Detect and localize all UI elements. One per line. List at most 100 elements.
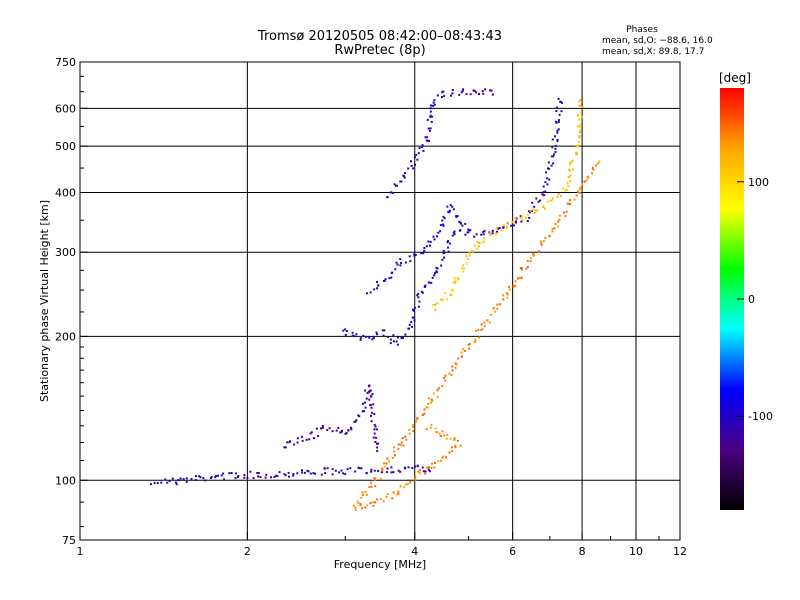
echo-point (512, 285, 515, 288)
echo-point (370, 414, 372, 417)
echo-point (434, 309, 437, 312)
echo-point (346, 468, 349, 471)
echo-point (392, 446, 395, 449)
echo-point (434, 427, 437, 430)
echo-point (472, 89, 475, 92)
echo-point (443, 217, 446, 220)
echo-point (575, 151, 578, 154)
echo-point (451, 205, 454, 208)
echo-point (514, 284, 517, 287)
echo-point (359, 504, 362, 507)
echo-point (529, 260, 532, 263)
echo-point (321, 427, 324, 429)
echo-point (417, 292, 420, 295)
echo-point (392, 490, 395, 493)
echo-point (505, 227, 508, 230)
echo-point (430, 120, 433, 123)
echo-point (278, 471, 281, 474)
echo-point (565, 210, 568, 213)
echo-point (210, 476, 213, 478)
echo-point (397, 336, 399, 339)
echo-point (449, 294, 452, 297)
echo-point (466, 257, 469, 260)
echo-point (390, 466, 393, 469)
echo-point (550, 155, 553, 158)
echo-point (515, 217, 518, 220)
echo-point (431, 115, 434, 118)
echo-point (560, 110, 563, 113)
echo-point (447, 246, 449, 249)
echo-point (573, 198, 576, 201)
echo-point (519, 267, 522, 269)
echo-point (473, 89, 476, 92)
y-tick-label: 400 (55, 186, 76, 199)
echo-point (546, 183, 549, 186)
echo-point (408, 323, 411, 326)
echo-point (444, 374, 447, 377)
echo-point (386, 457, 389, 460)
echo-point (379, 477, 382, 480)
echo-point (542, 240, 545, 243)
y-tick-label: 750 (55, 56, 76, 69)
echo-point (374, 441, 377, 443)
echo-point (394, 184, 397, 187)
echo-point (249, 470, 252, 473)
echo-point (399, 258, 402, 260)
echo-point (445, 437, 448, 440)
echo-point (230, 472, 233, 474)
echo-point (497, 227, 500, 230)
echo-point (548, 178, 551, 181)
echo-point (471, 250, 474, 253)
phases-o-line: mean, sd,O: −88.6, 16.0 (602, 36, 713, 46)
echo-point (373, 469, 376, 472)
echo-point (382, 334, 385, 337)
echo-point (323, 467, 326, 470)
echo-point (420, 290, 423, 293)
echo-point (451, 234, 454, 237)
echo-point (264, 476, 267, 479)
echo-point (372, 337, 375, 339)
echo-point (452, 208, 455, 211)
echo-point (265, 473, 268, 476)
phases-heading: Phases (626, 25, 658, 35)
echo-point (427, 402, 430, 405)
echo-point (428, 129, 431, 132)
echo-point (480, 329, 483, 332)
echo-point (243, 474, 246, 477)
echo-point (396, 263, 399, 266)
echo-point (370, 468, 373, 471)
echo-point (569, 174, 572, 177)
echo-point (460, 267, 463, 270)
echo-point (578, 135, 581, 137)
echo-point (495, 226, 498, 229)
echo-point (296, 437, 299, 440)
echo-point (540, 241, 543, 244)
echo-point (412, 316, 415, 319)
echo-point (547, 167, 549, 170)
echo-point (539, 199, 542, 202)
echo-point (457, 357, 460, 360)
echo-point (335, 429, 338, 432)
echo-point (326, 467, 329, 470)
echo-point (416, 417, 419, 419)
echo-point (427, 466, 430, 469)
echo-point (452, 281, 455, 284)
echo-point (381, 469, 384, 472)
echo-point (556, 140, 559, 142)
echo-point (430, 398, 433, 401)
echo-point (530, 256, 533, 259)
echo-point (436, 302, 439, 305)
echo-point (542, 185, 545, 188)
echo-point (425, 139, 428, 142)
echo-point (171, 477, 174, 480)
echo-point (550, 199, 553, 202)
echo-point (557, 220, 560, 223)
echo-point (443, 292, 446, 295)
echo-point (394, 454, 396, 457)
echo-point (256, 472, 259, 474)
echo-point (525, 267, 528, 270)
echo-point (427, 468, 430, 471)
echo-point (430, 104, 433, 107)
echo-point (441, 299, 444, 302)
echo-point (465, 93, 468, 96)
